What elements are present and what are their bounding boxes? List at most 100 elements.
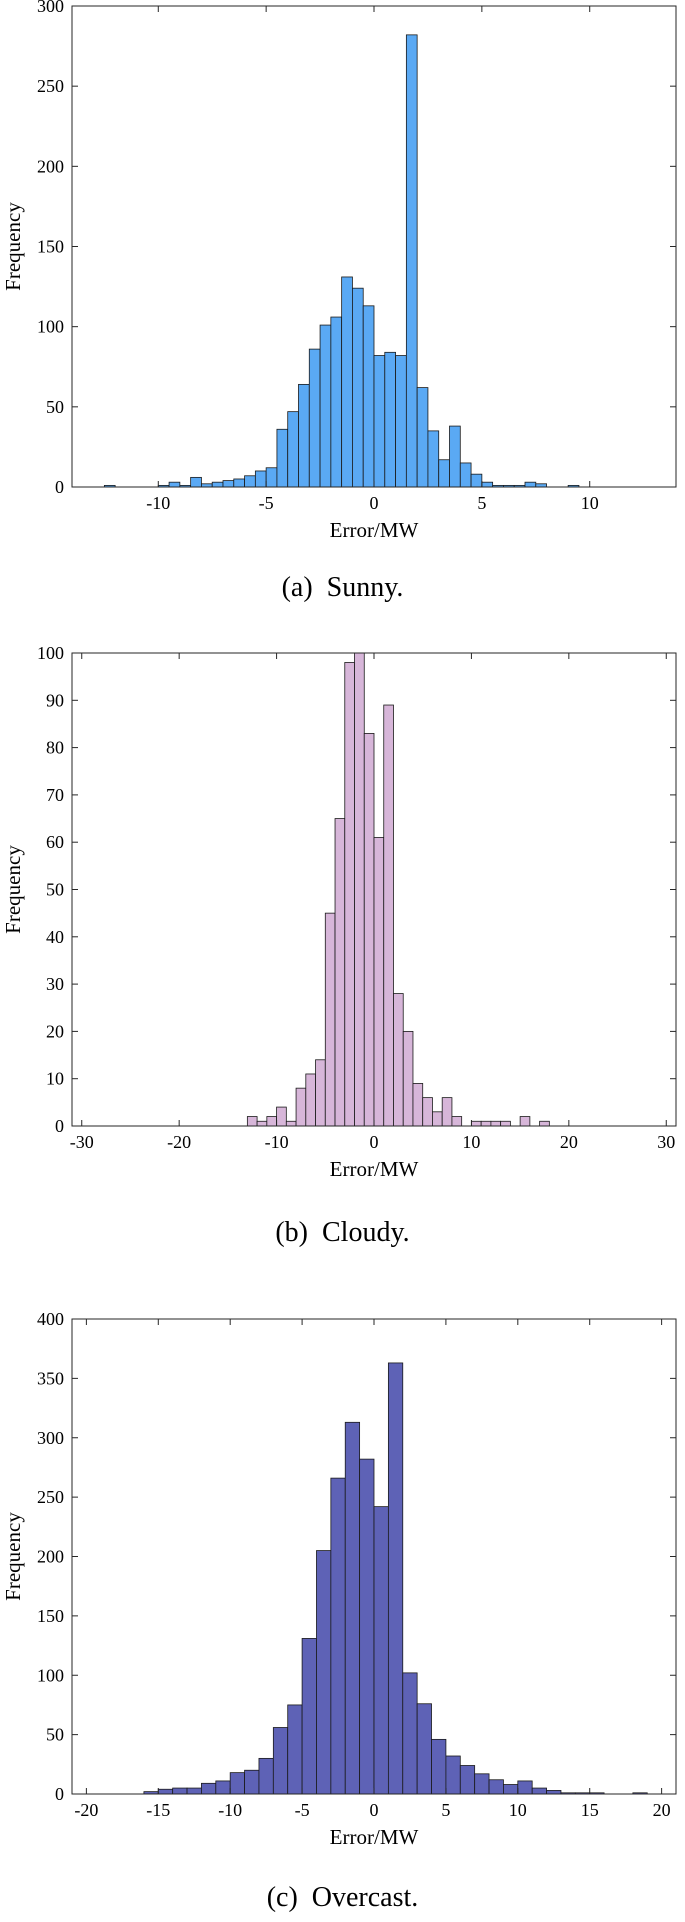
histogram-bar (172, 1787, 188, 1795)
histogram-bar (359, 1458, 375, 1795)
histogram-bar (272, 1727, 289, 1795)
caption-tag: (a) (281, 572, 313, 603)
histogram-bar (305, 1073, 316, 1127)
histogram-bar (215, 1780, 231, 1795)
x-tick-label: 0 (370, 493, 379, 513)
histogram-bar (298, 383, 310, 488)
histogram-bar (384, 351, 396, 488)
x-tick-label: 10 (462, 1132, 480, 1152)
histogram-bar (471, 1120, 482, 1127)
x-tick-label: 10 (509, 1800, 527, 1820)
histogram-bar (334, 818, 346, 1127)
histogram-bars (103, 34, 580, 488)
y-tick-label: 100 (37, 643, 64, 663)
histogram-bar (416, 1703, 432, 1795)
histogram-bar (405, 34, 418, 488)
y-tick-label: 60 (46, 832, 64, 852)
y-tick-label: 200 (37, 1547, 64, 1567)
histogram-cloudy: -30 -20 -10 0 10 20 30 0 10 20 30 40 50 60 70 80 90 100 Er… (1, 643, 677, 1181)
histogram-bar (402, 1030, 414, 1127)
histogram-bar (319, 324, 332, 488)
histogram-bar (480, 1120, 492, 1127)
histogram-bar (229, 1772, 245, 1795)
y-axis-label: Frequency (1, 1512, 25, 1601)
histogram-bar (157, 1788, 174, 1795)
histogram-bar (517, 1780, 533, 1795)
x-axis: -10 -5 0 5 10 (146, 6, 599, 513)
x-axis: -20 -15 -10 -5 0 5 10 15 20 (74, 1319, 671, 1820)
histogram-bar (168, 481, 181, 488)
x-tick-label: -10 (146, 493, 170, 513)
x-axis-label: Error/MW (330, 1825, 419, 1849)
histogram-bar (287, 1704, 303, 1795)
histogram-bar (246, 1116, 258, 1127)
x-tick-label: 5 (441, 1800, 450, 1820)
y-tick-label: 300 (37, 1428, 64, 1448)
histogram-bar (190, 476, 202, 488)
histogram-bar (438, 459, 450, 488)
caption-cloudy: (b) Cloudy. (0, 1217, 685, 1249)
x-tick-label: 30 (657, 1132, 675, 1152)
histogram-bar (324, 912, 336, 1127)
histogram-bar (266, 1116, 277, 1127)
histogram-bar (449, 425, 461, 488)
histogram-bar (344, 662, 355, 1127)
y-tick-label: 400 (37, 1309, 64, 1329)
histogram-bar (412, 1083, 424, 1127)
histogram-bar (233, 478, 245, 488)
histogram-bar (201, 1782, 217, 1795)
y-tick-label: 70 (46, 785, 64, 805)
caption-text: Sunny. (326, 572, 404, 603)
x-tick-label: -20 (74, 1800, 98, 1820)
histogram-bar (244, 1769, 260, 1795)
histogram-bar (254, 470, 267, 488)
histogram-bar (474, 1773, 490, 1795)
y-tick-label: 200 (37, 156, 64, 176)
histogram-bar (363, 733, 375, 1127)
y-axis-label: Frequency (1, 202, 25, 291)
histogram-bar (441, 1097, 453, 1127)
histogram-bar (431, 1738, 447, 1795)
y-tick-label: 50 (46, 880, 64, 900)
histogram-bar (265, 467, 278, 488)
histogram-bars (143, 1362, 648, 1795)
histogram-bar (354, 652, 365, 1127)
y-tick-label: 80 (46, 738, 64, 758)
histogram-bar (285, 1120, 297, 1127)
histogram-bar (519, 1116, 531, 1127)
histogram-bar (330, 1477, 346, 1795)
histogram-bar (211, 481, 224, 488)
histogram-bar (531, 1787, 547, 1795)
y-tick-label: 50 (46, 397, 64, 417)
y-tick-label: 250 (37, 76, 64, 96)
histogram-bar (186, 1787, 202, 1795)
x-tick-label: 15 (581, 1800, 599, 1820)
y-tick-label: 300 (37, 0, 64, 16)
y-tick-label: 40 (46, 927, 64, 947)
x-tick-label: -10 (218, 1800, 242, 1820)
y-tick-label: 20 (46, 1021, 64, 1041)
histogram-bar (222, 480, 235, 488)
histogram-bar (481, 481, 494, 488)
caption-text: Overcast. (311, 1882, 419, 1913)
histogram-panel-sunny: -10 -5 0 5 10 0 50 100 150 200 250 300 Error/MW Frequ… (0, 0, 685, 603)
histogram-bar (427, 430, 440, 488)
histogram-bar (416, 387, 429, 488)
histogram-bar (503, 1784, 519, 1795)
x-tick-label: -5 (259, 493, 274, 513)
caption-overcast: (c) Overcast. (0, 1882, 685, 1914)
y-tick-label: 90 (46, 690, 64, 710)
histogram-bar (258, 1757, 274, 1795)
y-tick-label: 10 (46, 1069, 64, 1089)
histogram-bar (352, 287, 364, 488)
x-axis-label: Error/MW (330, 518, 419, 542)
histogram-panel-overcast: -20 -15 -10 -5 0 5 10 15 20 0 50 100 150 200 250 300 350… (0, 1300, 685, 1922)
histogram-bar (451, 1116, 463, 1127)
histogram-bar (470, 473, 483, 488)
histogram-bar (330, 316, 343, 488)
y-tick-label: 50 (46, 1725, 64, 1745)
y-tick-label: 30 (46, 974, 64, 994)
histogram-bar (341, 276, 353, 488)
histogram-bar (373, 355, 386, 488)
x-tick-label: 5 (477, 493, 486, 513)
